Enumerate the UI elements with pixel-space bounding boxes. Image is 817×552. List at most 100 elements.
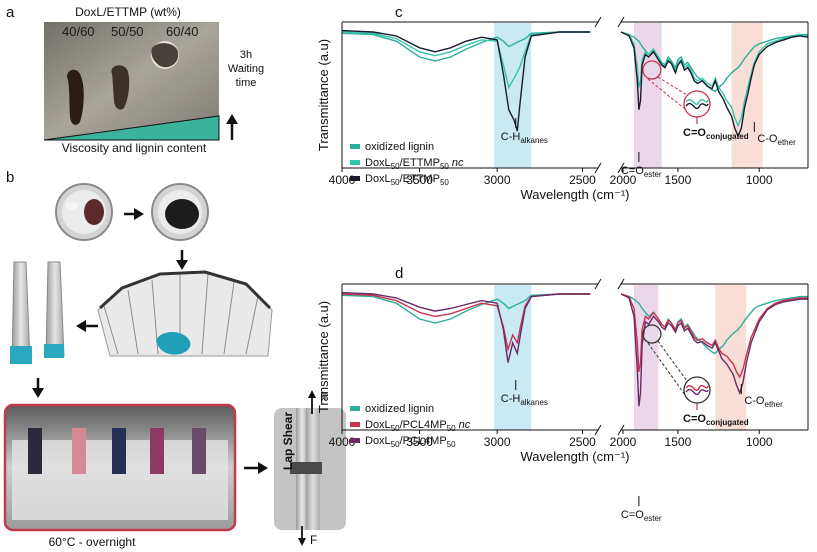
axis-break-mark bbox=[594, 424, 602, 436]
arrow-right-icon-2 bbox=[244, 462, 268, 474]
x-tick-label: 4000 bbox=[329, 435, 356, 449]
x-tick-label: 3000 bbox=[484, 173, 511, 187]
panel-letter-a: a bbox=[6, 4, 15, 21]
force-arrow-down-icon bbox=[298, 526, 306, 546]
force-arrow-up-icon bbox=[308, 390, 316, 414]
axis-break-mark bbox=[617, 278, 625, 290]
lap-shear-label: Lap Shear bbox=[281, 412, 295, 470]
axis-break-mark bbox=[594, 16, 602, 28]
series-1-right bbox=[620, 31, 809, 128]
annot-ch-alkanes: C-Halkanes bbox=[501, 393, 548, 407]
legend-swatch-2 bbox=[350, 176, 360, 181]
annot-c-o-ether: C-Oether bbox=[757, 133, 796, 147]
series-0-left bbox=[341, 293, 591, 324]
annot-c-o-ester: C=Oester bbox=[621, 509, 662, 523]
series-1-right bbox=[620, 293, 808, 379]
annot-c-o-ether: C-Oether bbox=[744, 395, 783, 409]
x-tick-label: 1500 bbox=[665, 435, 692, 449]
panel-letter-d: d bbox=[395, 265, 403, 282]
x-tick-label: 1500 bbox=[665, 173, 692, 187]
legend-swatch-1 bbox=[350, 422, 360, 427]
series-0-left bbox=[341, 31, 591, 62]
zoom-curve-cured bbox=[685, 102, 709, 110]
axis-break-mark bbox=[617, 162, 625, 174]
force-label-bottom: F bbox=[310, 533, 317, 547]
waiting-time-line2: Waiting bbox=[228, 63, 264, 75]
series-1-left bbox=[341, 293, 591, 353]
zoom-curve-nc bbox=[685, 384, 709, 391]
arrow-right-icon bbox=[124, 208, 144, 220]
zoom-curve-cured bbox=[685, 388, 709, 396]
sample-label-3: 60/40 bbox=[166, 24, 199, 39]
waiting-time-line1: 3h bbox=[240, 49, 252, 61]
conj-circle-small bbox=[642, 324, 662, 344]
legend-swatch-1 bbox=[350, 160, 360, 165]
series-2-left bbox=[341, 291, 591, 363]
ir-chart-d: 4000 3500 3000 2500 2000 1500 1000 Wavelength (… bbox=[316, 278, 809, 523]
series-2-left bbox=[341, 29, 591, 132]
arrow-down-icon-1 bbox=[176, 250, 188, 270]
x-axis-label: Wavelength (cm⁻¹) bbox=[521, 449, 630, 464]
arrow-up-icon bbox=[226, 114, 238, 140]
legend-swatch-2 bbox=[350, 438, 360, 443]
zoom-dash-2 bbox=[647, 78, 686, 110]
x-tick-label: 1000 bbox=[746, 173, 773, 187]
annot-c-o-conjugated: C=Oconjugated bbox=[683, 127, 749, 141]
sample-label-1: 40/60 bbox=[62, 24, 95, 39]
zoom-curve-nc bbox=[685, 98, 709, 105]
zoom-dash-1 bbox=[657, 340, 688, 382]
sample-label-2: 50/50 bbox=[111, 24, 144, 39]
x-tick-label: 2000 bbox=[610, 173, 637, 187]
legend-label-0: oxidized lignin bbox=[365, 141, 434, 153]
panel-letter-b: b bbox=[6, 169, 14, 186]
gradient-label: Viscosity and lignin content bbox=[62, 141, 207, 155]
panel-a-photo: 40/60 50/50 60/40 bbox=[44, 22, 219, 140]
mixing-cup-2 bbox=[151, 183, 209, 241]
legend-swatch-0 bbox=[350, 144, 360, 149]
x-tick-label: 1000 bbox=[746, 435, 773, 449]
band-2 bbox=[715, 285, 747, 430]
axis-break-mark bbox=[617, 16, 625, 28]
legend-label-0: oxidized lignin bbox=[365, 403, 434, 415]
x-tick-label: 4000 bbox=[329, 173, 356, 187]
legend-label-1: DoxL50/PCL4MP50 nc bbox=[365, 419, 471, 433]
mixing-cup-1 bbox=[55, 183, 113, 241]
axis-break-mark bbox=[594, 278, 602, 290]
waiting-time-line3: time bbox=[236, 77, 257, 89]
oven-label: 60°C - overnight bbox=[49, 535, 137, 549]
zoom-dash-2 bbox=[647, 342, 686, 396]
x-tick-label: 3000 bbox=[484, 435, 511, 449]
y-axis-label: Transmittance (a.u) bbox=[316, 39, 331, 151]
panel-letter-c: c bbox=[395, 4, 403, 21]
annot-c-o-ester: C=Oester bbox=[621, 165, 662, 179]
annot-ch-alkanes: C-Halkanes bbox=[501, 131, 548, 145]
force-label-top: F bbox=[320, 391, 327, 405]
oven-photo bbox=[3, 403, 237, 532]
gradient-wedge bbox=[43, 115, 220, 141]
substrate-fan bbox=[97, 270, 273, 357]
series-2-right bbox=[620, 31, 809, 139]
legend-label-2: DoxL50/ETTMP50 bbox=[365, 173, 449, 187]
x-tick-label: 2500 bbox=[569, 435, 596, 449]
legend-swatch-0 bbox=[350, 406, 360, 411]
annot-c-o-conjugated: C=Oconjugated bbox=[683, 413, 749, 427]
x-tick-label: 3500 bbox=[406, 435, 433, 449]
panel-a-title: DoxL/ETTMP (wt%) bbox=[75, 5, 181, 19]
series-1-left bbox=[341, 31, 591, 90]
x-axis-label: Wavelength (cm⁻¹) bbox=[521, 187, 630, 202]
x-tick-label: 2500 bbox=[569, 173, 596, 187]
legend-label-1: DoxL50/ETTMP50 nc bbox=[365, 157, 464, 171]
conj-circle-small bbox=[642, 60, 662, 80]
x-tick-label: 2000 bbox=[610, 435, 637, 449]
lap-shear-photo: Lap Shear bbox=[274, 408, 346, 530]
x-tick-label: 3500 bbox=[406, 173, 433, 187]
band-0 bbox=[494, 23, 532, 168]
ir-chart-c: 4000 3500 3000 2500 2000 1500 1000 Wavelength (… bbox=[316, 16, 809, 202]
y-axis-label: Transmittance (a.u) bbox=[316, 301, 331, 413]
series-2-right bbox=[620, 293, 808, 407]
arrow-left-icon bbox=[76, 320, 98, 332]
axis-break-mark bbox=[617, 424, 625, 436]
zoom-dash-1 bbox=[657, 76, 688, 96]
bonded-substrates bbox=[10, 261, 65, 364]
